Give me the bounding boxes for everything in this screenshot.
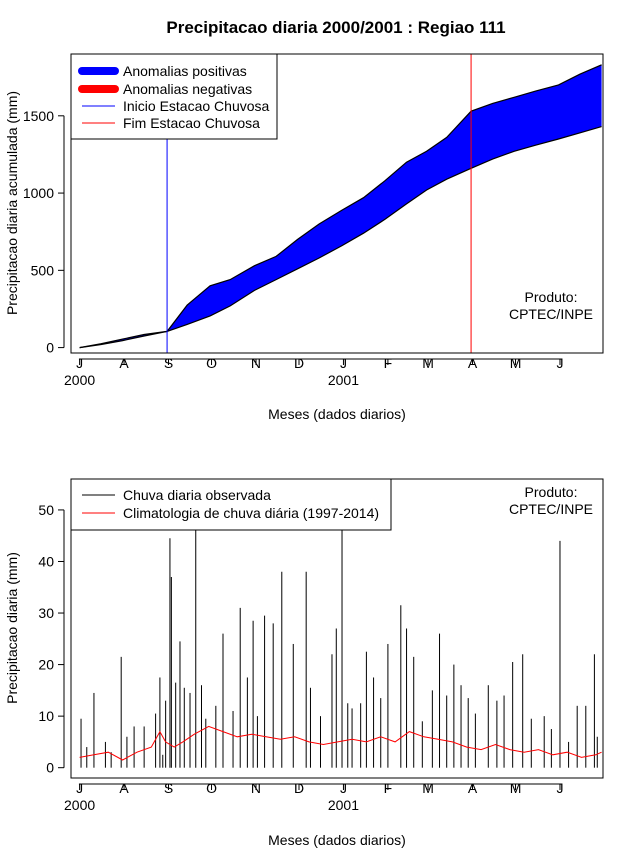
- y-tick-label: 10: [38, 708, 54, 724]
- x-tick-label: J: [556, 780, 563, 796]
- x-tick-label: O: [206, 780, 217, 796]
- x-tick-label: F: [384, 780, 393, 796]
- legend-label-negative: Anomalias negativas: [123, 81, 252, 97]
- legend-label-end: Fim Estacao Chuvosa: [123, 115, 260, 131]
- y-tick-label: 1500: [23, 108, 54, 124]
- climatology-line: [79, 725, 602, 761]
- x-tick-label: D: [294, 355, 304, 371]
- year-label: 2000: [64, 797, 95, 813]
- x-tick-label: M: [422, 355, 434, 371]
- legend: Chuva diaria observada Climatologia de c…: [70, 478, 392, 531]
- y-tick-label: 0: [46, 340, 54, 356]
- x-tick-label: M: [510, 780, 522, 796]
- year-label: 2001: [328, 372, 359, 388]
- x-tick-label: N: [251, 355, 261, 371]
- x-tick-label: A: [468, 780, 478, 796]
- y-axis-label: Precipitacao diaria acumulada (mm): [4, 91, 20, 315]
- plot-frame: [70, 53, 604, 354]
- y-tick-label: 500: [31, 262, 55, 278]
- annotation-produto: Produto:: [525, 289, 578, 305]
- x-axis-label: Meses (dados diarios): [268, 406, 406, 422]
- daily-bars-group: [80, 479, 598, 768]
- x-tick-label: S: [164, 780, 173, 796]
- x-tick-label: A: [468, 355, 478, 371]
- x-tick-label: N: [251, 780, 261, 796]
- x-tick-label: M: [510, 355, 522, 371]
- y-axis: 0 500 1000 1500: [23, 108, 65, 356]
- y-tick-label: 50: [38, 502, 54, 518]
- legend-box: [70, 478, 392, 531]
- chart-accumulated: Precipitacao diaria 2000/2001 : Regiao 1…: [4, 18, 604, 422]
- x-tick-label: J: [76, 355, 83, 371]
- x-tick-label: J: [76, 780, 83, 796]
- x-tick-label: D: [294, 780, 304, 796]
- chart-title: Precipitacao diaria 2000/2001 : Regiao 1…: [166, 18, 505, 37]
- annotation-cptec: CPTEC/INPE: [509, 306, 593, 322]
- y-tick-label: 20: [38, 657, 54, 673]
- legend-label-positive: Anomalias positivas: [123, 63, 247, 79]
- x-axis-label: Meses (dados diarios): [268, 832, 406, 848]
- annotation-cptec: CPTEC/INPE: [509, 501, 593, 517]
- x-tick-label: F: [384, 355, 393, 371]
- x-tick-label: O: [206, 355, 217, 371]
- x-tick-label: M: [422, 780, 434, 796]
- x-tick-label: J: [340, 780, 347, 796]
- annotation-produto: Produto:: [525, 484, 578, 500]
- x-tick-label: A: [119, 355, 129, 371]
- x-tick-label: J: [340, 355, 347, 371]
- x-tick-label: S: [164, 355, 173, 371]
- legend: Anomalias positivas Anomalias negativas …: [70, 53, 278, 140]
- year-label: 2000: [64, 372, 95, 388]
- y-tick-label: 40: [38, 553, 54, 569]
- legend-label-climatology: Climatologia de chuva diária (1997-2014): [123, 505, 379, 521]
- legend-label-start: Inicio Estacao Chuvosa: [123, 98, 270, 114]
- year-label: 2001: [328, 797, 359, 813]
- x-tick-label: J: [556, 355, 563, 371]
- y-tick-label: 1000: [23, 185, 54, 201]
- x-tick-label: A: [119, 780, 129, 796]
- legend-label-observed: Chuva diaria observada: [123, 487, 271, 503]
- y-axis: 0 10 20 30 40 50: [38, 502, 65, 776]
- y-tick-label: 0: [46, 760, 54, 776]
- y-axis-label: Precipitacao diaria (mm): [4, 552, 20, 704]
- y-tick-label: 30: [38, 605, 54, 621]
